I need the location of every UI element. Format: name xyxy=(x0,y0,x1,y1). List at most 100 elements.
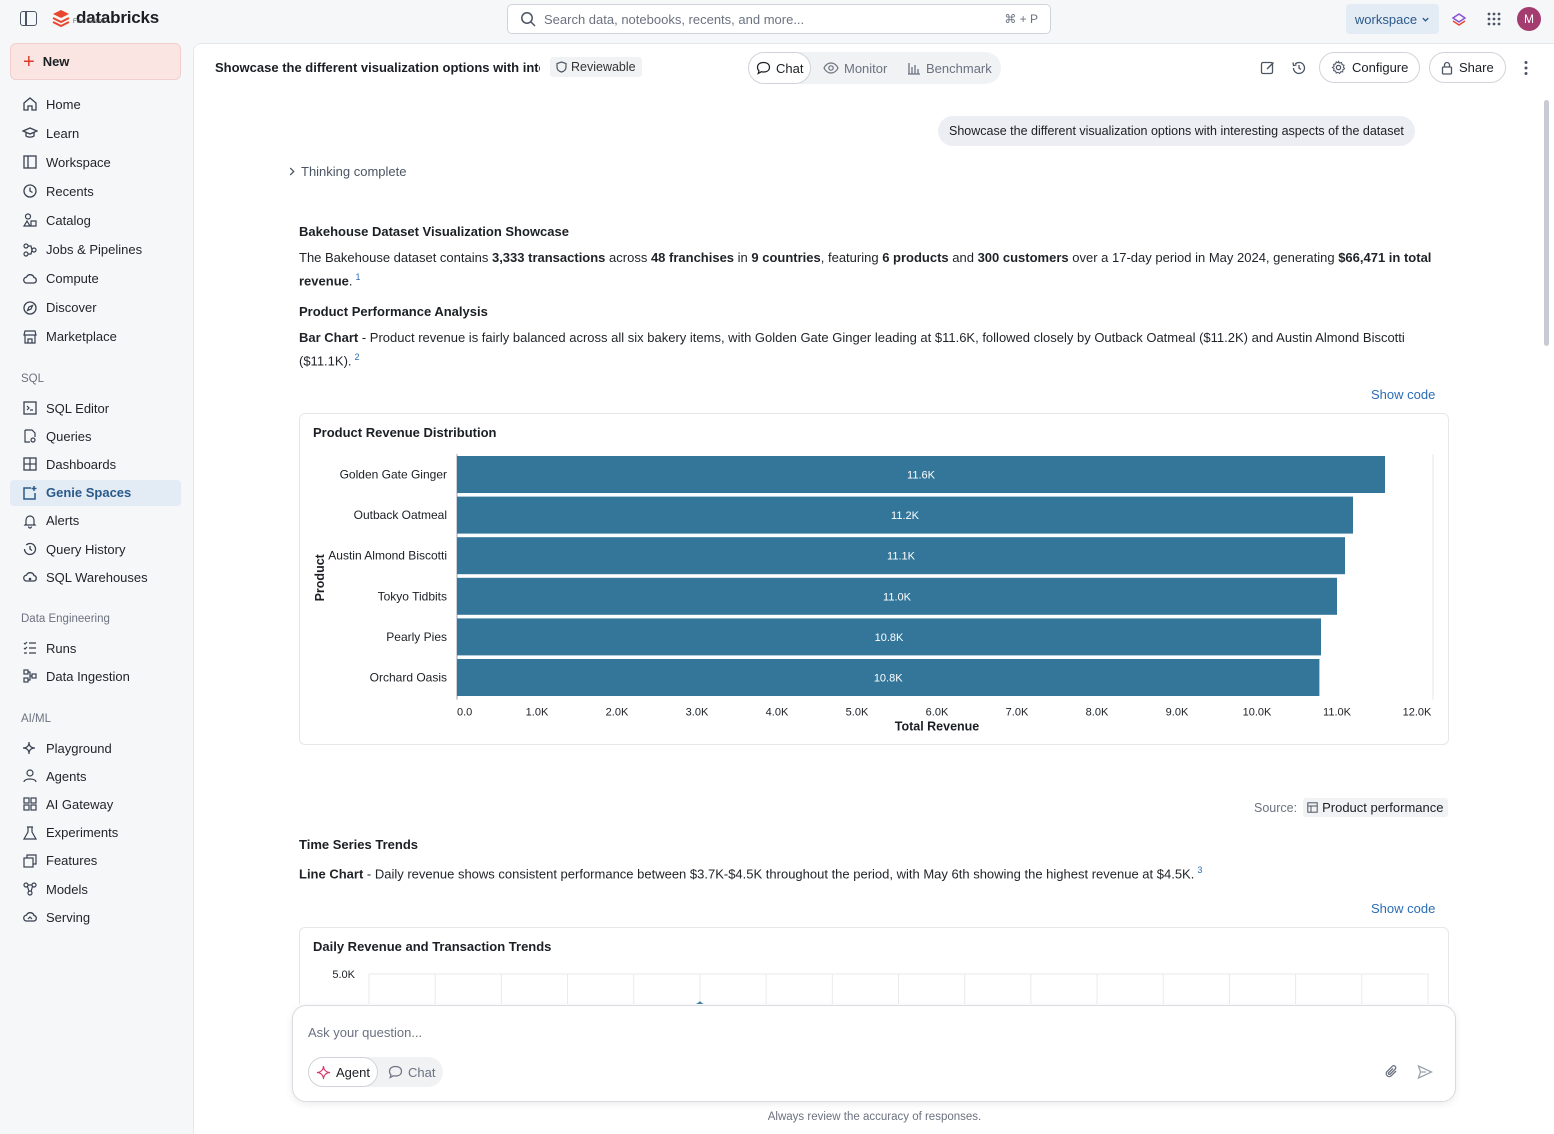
edit-icon[interactable] xyxy=(1259,59,1277,77)
intro-paragraph: The Bakehouse dataset contains 3,333 tra… xyxy=(299,250,1432,288)
tab-benchmark[interactable]: Benchmark xyxy=(907,52,992,84)
tab-chat[interactable]: Chat xyxy=(748,52,812,84)
y-tick-label: Pearly Pies xyxy=(386,630,447,644)
chevron-down-icon xyxy=(1422,17,1429,22)
bar-chart-card: Product Revenue Distribution 11.6K Golden… xyxy=(299,413,1449,745)
compass-icon xyxy=(23,301,37,315)
tab-monitor[interactable]: Monitor xyxy=(823,52,887,84)
bar xyxy=(457,577,1337,615)
sidebar-item-agents[interactable]: Agents xyxy=(10,763,181,789)
sidebar-item-marketplace[interactable]: Marketplace xyxy=(10,324,181,350)
lock-icon xyxy=(1441,61,1453,75)
sidebar-item-dashboards[interactable]: Dashboards xyxy=(10,451,181,477)
reviewable-badge[interactable]: Reviewable xyxy=(550,57,642,77)
view-tabs: Chat Monitor Benchmark xyxy=(748,52,1001,84)
sidebar-item-sql-warehouses[interactable]: SQL Warehouses xyxy=(10,564,181,590)
sidebar-item-compute[interactable]: Compute xyxy=(10,266,181,292)
sidebar-item-label: Compute xyxy=(46,271,99,287)
sidebar-item-runs[interactable]: Runs xyxy=(10,635,181,661)
sidebar-item-genie-spaces[interactable]: Genie Spaces xyxy=(10,479,181,506)
sidebar-item-experiments[interactable]: Experiments xyxy=(10,820,181,846)
sidebar-item-recents[interactable]: Recents xyxy=(10,178,181,204)
y-tick-label: Tokyo Tidbits xyxy=(378,589,447,603)
x-axis-title: Total Revenue xyxy=(895,720,980,734)
conversation-title: Showcase the different visualization opt… xyxy=(215,60,540,75)
sidebar-item-home[interactable]: Home xyxy=(10,91,181,117)
send-icon[interactable] xyxy=(1417,1064,1433,1080)
sidebar-item-queries[interactable]: Queries xyxy=(10,423,181,449)
bar-chart-icon xyxy=(908,62,920,75)
share-button[interactable]: Share xyxy=(1429,52,1506,83)
sidebar-item-workspace[interactable]: Workspace xyxy=(10,149,181,175)
question-input[interactable]: Ask your question... xyxy=(308,1025,423,1040)
source-chip[interactable]: Product performance xyxy=(1303,798,1448,817)
databricks-logo-icon xyxy=(52,10,70,27)
search-input[interactable]: Search data, notebooks, recents, and mor… xyxy=(544,11,805,27)
history-icon[interactable] xyxy=(1290,59,1308,77)
sidebar-section-label: Data Engineering xyxy=(21,613,110,625)
citation-link[interactable]: 2 xyxy=(354,351,360,362)
table-icon xyxy=(1307,802,1318,813)
x-tick-label: 4.0K xyxy=(766,707,789,719)
sidebar-item-playground[interactable]: Playground xyxy=(10,735,181,761)
kebab-menu-icon[interactable] xyxy=(1517,59,1535,77)
user-avatar[interactable]: M xyxy=(1517,7,1541,31)
source-label: Source: xyxy=(1254,800,1298,815)
y-axis-title: Product xyxy=(313,553,327,601)
sidebar-item-serving[interactable]: Serving xyxy=(10,904,181,930)
thinking-toggle[interactable]: Thinking complete xyxy=(288,164,407,179)
chat-bubble-icon xyxy=(756,61,771,75)
sidebar-item-label: Query History xyxy=(46,541,126,557)
assistant-icon[interactable] xyxy=(1450,10,1468,28)
disclaimer: Always review the accuracy of responses. xyxy=(767,1111,982,1123)
agent-mode-button[interactable]: Agent xyxy=(308,1057,378,1087)
sidebar-item-models[interactable]: Models xyxy=(10,876,181,902)
models-icon xyxy=(23,882,37,896)
workspace-icon xyxy=(23,155,37,169)
cloud-icon xyxy=(23,273,37,284)
section-heading-product: Product Performance Analysis xyxy=(299,304,488,319)
sidebar-item-features[interactable]: Features xyxy=(10,848,181,874)
sidebar-item-sql-editor[interactable]: SQL Editor xyxy=(10,395,181,421)
citation-link[interactable]: 3 xyxy=(1197,865,1203,875)
line-chart-card: Daily Revenue and Transaction Trends 5.0… xyxy=(299,927,1449,1004)
source-row: Source: Product performance xyxy=(1254,798,1448,817)
sidebar-item-alerts[interactable]: Alerts xyxy=(10,508,181,534)
search-bar[interactable]: Search data, notebooks, recents, and mor… xyxy=(507,4,1051,34)
bar-data-label: 11.6K xyxy=(907,470,936,482)
genie-icon xyxy=(23,485,37,500)
paperclip-icon[interactable] xyxy=(1384,1064,1400,1080)
dashboard-icon xyxy=(23,457,37,472)
new-button[interactable]: + New xyxy=(10,43,181,80)
citation-link[interactable]: 1 xyxy=(355,271,361,282)
show-code-link[interactable]: Show code xyxy=(1371,387,1436,402)
agent-label: Agent xyxy=(336,1064,370,1080)
sidebar-item-discover[interactable]: Discover xyxy=(10,295,181,321)
apps-grid-icon[interactable] xyxy=(1485,10,1503,28)
series-line xyxy=(695,1001,704,1004)
sparkle-icon xyxy=(22,741,36,755)
sidebar-item-data-ingestion[interactable]: Data Ingestion xyxy=(10,663,181,689)
tab-monitor-label: Monitor xyxy=(844,60,888,76)
sidebar-item-query-history[interactable]: Query History xyxy=(10,536,181,562)
workspace-switcher[interactable]: workspace xyxy=(1346,4,1439,34)
eye-icon xyxy=(823,62,839,74)
sidebar-item-learn[interactable]: Learn xyxy=(10,120,181,146)
sidebar-item-catalog[interactable]: Catalog xyxy=(10,207,181,233)
configure-button[interactable]: Configure xyxy=(1319,52,1421,83)
logo[interactable]: databricks xyxy=(52,9,159,27)
sidebar-item-jobs-pipelines[interactable]: Jobs & Pipelines xyxy=(10,237,181,263)
sidebar-item-label: Experiments xyxy=(46,825,119,841)
sidebar-toggle-icon[interactable] xyxy=(20,11,37,26)
section-heading-time-series: Time Series Trends xyxy=(299,837,418,852)
conversation-scroll-area[interactable]: Showcase the different visualization opt… xyxy=(194,94,1554,1004)
warehouse-icon xyxy=(23,572,37,582)
catalog-icon xyxy=(22,213,37,227)
sidebar-item-label: Jobs & Pipelines xyxy=(46,242,143,257)
bar-data-label: 11.1K xyxy=(887,551,916,563)
chat-mode-button[interactable]: Chat xyxy=(388,1057,435,1087)
show-code-link[interactable]: Show code xyxy=(1371,901,1436,916)
sidebar-item-ai-gateway[interactable]: AI Gateway xyxy=(10,791,181,817)
scrollbar[interactable] xyxy=(1544,100,1549,346)
sidebar-item-label: Data Ingestion xyxy=(46,668,130,684)
